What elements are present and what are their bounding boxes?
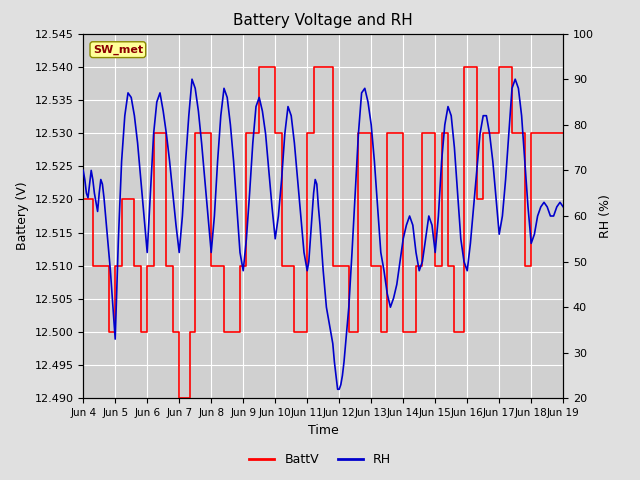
Legend: BattV, RH: BattV, RH <box>244 448 396 471</box>
Y-axis label: RH (%): RH (%) <box>600 194 612 238</box>
X-axis label: Time: Time <box>308 424 339 437</box>
Text: SW_met: SW_met <box>93 45 143 55</box>
Y-axis label: Battery (V): Battery (V) <box>16 182 29 250</box>
Title: Battery Voltage and RH: Battery Voltage and RH <box>234 13 413 28</box>
